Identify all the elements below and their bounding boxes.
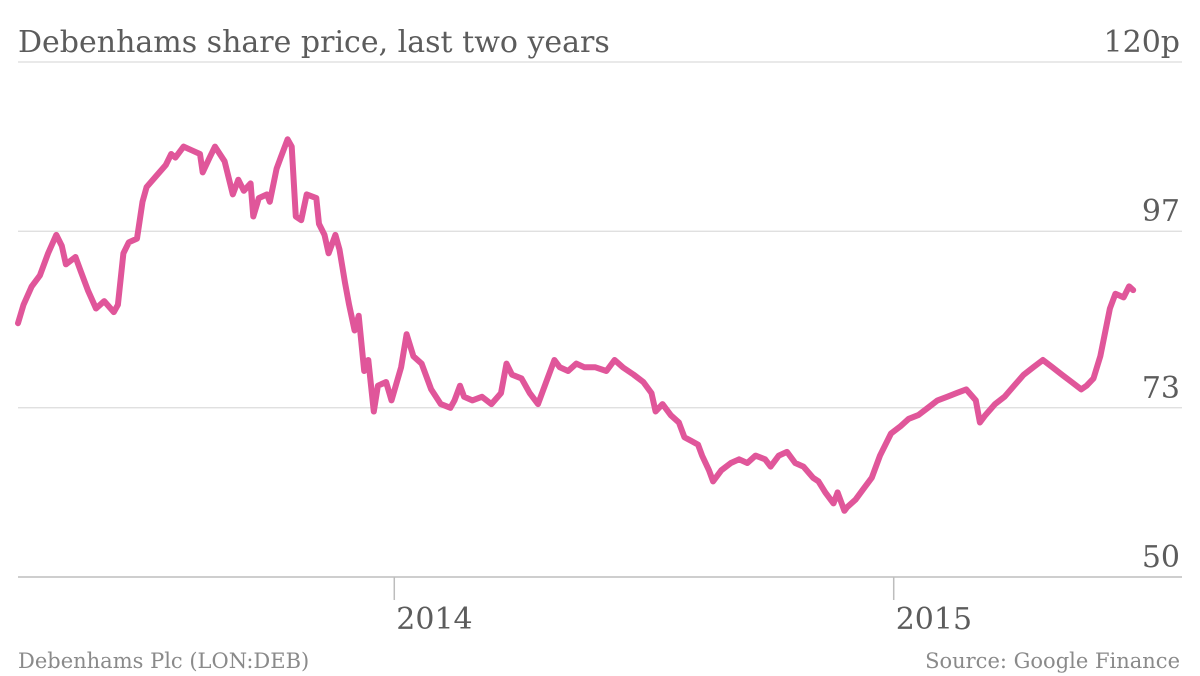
- x-ticks: 2014 2015: [393, 577, 972, 637]
- x-tick-label-0: 2014: [396, 602, 472, 637]
- y-tick-label-2: 73: [1142, 371, 1180, 406]
- footer-source: Source: Google Finance: [925, 649, 1180, 673]
- y-tick-label-3: 50: [1142, 540, 1180, 575]
- chart-title: Debenhams share price, last two years: [18, 25, 610, 60]
- x-tick-label-1: 2015: [896, 602, 972, 637]
- gridlines: [18, 61, 1182, 409]
- y-tick-label-0: 120p: [1104, 25, 1180, 60]
- y-tick-labels: 120p 97 73 50: [1104, 25, 1180, 575]
- y-tick-label-1: 97: [1142, 194, 1180, 229]
- series-line-share-price: [15, 136, 1137, 514]
- footer-company: Debenhams Plc (LON:DEB): [18, 649, 309, 673]
